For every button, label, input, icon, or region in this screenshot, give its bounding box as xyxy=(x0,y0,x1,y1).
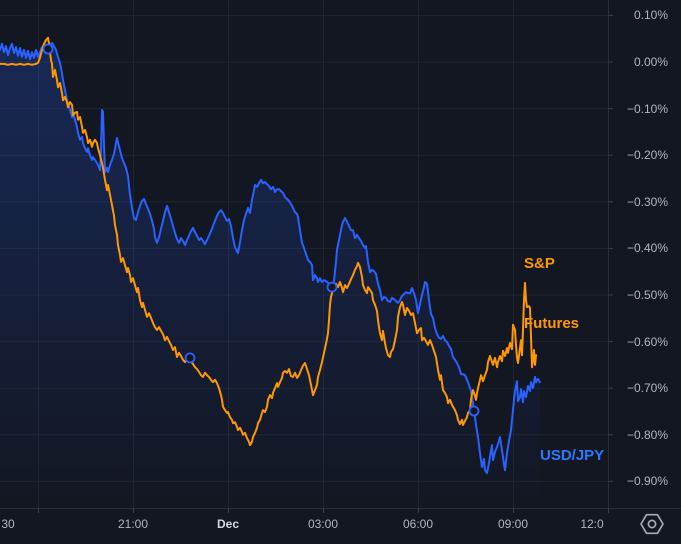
price-axis-label: −0.20% xyxy=(626,148,668,163)
price-axis[interactable]: 0.10% 0.00% −0.10% −0.20% −0.30% −0.40% −0.50%… xyxy=(608,0,681,508)
logo-hexagon xyxy=(640,513,664,535)
time-axis-label: 09:00 xyxy=(497,517,529,531)
time-axis-label: 06:00 xyxy=(402,517,434,531)
time-axis-label: 03:00 xyxy=(307,517,339,531)
hexagon-circle-logo-icon[interactable] xyxy=(639,512,665,536)
time-marker-circle xyxy=(42,43,54,55)
s-p-futures-line xyxy=(0,36,537,447)
usd-jpy-line xyxy=(0,41,541,474)
time-axis-label: 12:0 xyxy=(580,517,604,531)
price-axis-label: −0.10% xyxy=(626,101,668,116)
price-axis-label: −0.60% xyxy=(626,334,668,349)
series-label-sp-futures: S&P Futures xyxy=(524,214,579,374)
series-label-sp-line2: Futures xyxy=(524,315,580,332)
price-axis-label: −0.70% xyxy=(626,381,668,396)
time-axis[interactable]: 30 21:00 Dec 03:00 06:00 09:00 12:0 xyxy=(0,508,681,544)
price-axis-label: −0.90% xyxy=(626,474,668,489)
series-label-usd-jpy: USD/JPY xyxy=(540,447,605,464)
price-axis-label: −0.80% xyxy=(626,427,668,442)
time-axis-label: 21:00 xyxy=(117,517,149,531)
time-marker-circle xyxy=(326,281,338,293)
time-marker-circle xyxy=(468,405,480,417)
price-axis-label: −0.30% xyxy=(626,194,668,209)
price-axis-label: 0.00% xyxy=(633,55,668,69)
time-axis-label: 30 xyxy=(1,517,15,531)
time-marker-circle xyxy=(184,352,196,364)
logo-circle xyxy=(647,519,657,529)
series-label-sp-line1: S&P xyxy=(524,255,555,272)
price-axis-label: 0.10% xyxy=(633,8,668,23)
usd-jpy-area-fill xyxy=(0,42,540,509)
price-axis-label: −0.50% xyxy=(626,288,668,302)
price-axis-label: −0.40% xyxy=(626,241,668,256)
time-axis-label: Dec xyxy=(216,517,239,531)
